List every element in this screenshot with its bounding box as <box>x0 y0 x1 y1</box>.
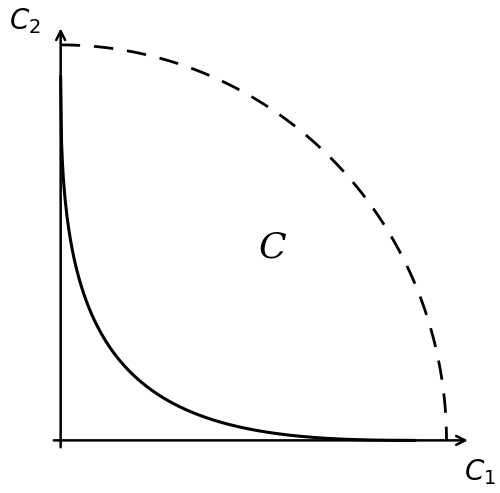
Text: $C_1$: $C_1$ <box>464 457 496 487</box>
Text: $C_2$: $C_2$ <box>8 6 40 35</box>
Text: C: C <box>259 230 286 264</box>
